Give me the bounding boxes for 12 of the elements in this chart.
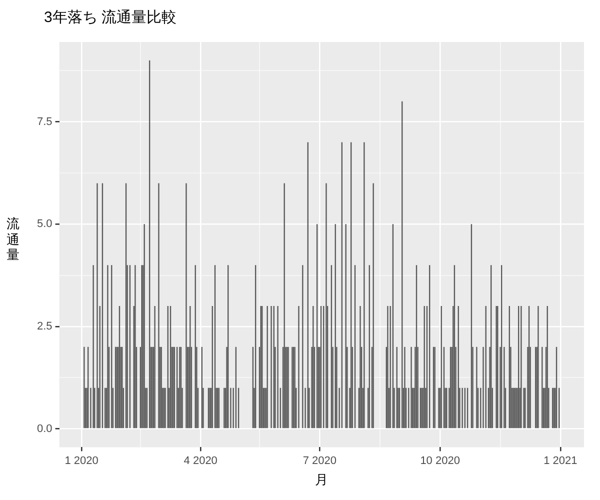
y-tick-label: 5.0 bbox=[36, 218, 52, 230]
x-tick-label: 4 2020 bbox=[184, 454, 218, 467]
x-tick-label: 1 2021 bbox=[544, 454, 578, 467]
chart-title: 3年落ち 流通量比較 bbox=[44, 8, 177, 27]
x-tick-label: 7 2020 bbox=[302, 454, 337, 467]
x-tick-label: 10 2020 bbox=[420, 454, 460, 467]
x-tick-label: 1 2020 bbox=[64, 454, 98, 467]
y-tick-label: 0.0 bbox=[36, 422, 52, 435]
y-axis-title: 流通量 bbox=[6, 216, 20, 263]
x-axis-title: 月 bbox=[315, 472, 328, 487]
y-tick-label: 7.5 bbox=[36, 116, 52, 128]
y-tick-label: 2.5 bbox=[36, 320, 52, 332]
